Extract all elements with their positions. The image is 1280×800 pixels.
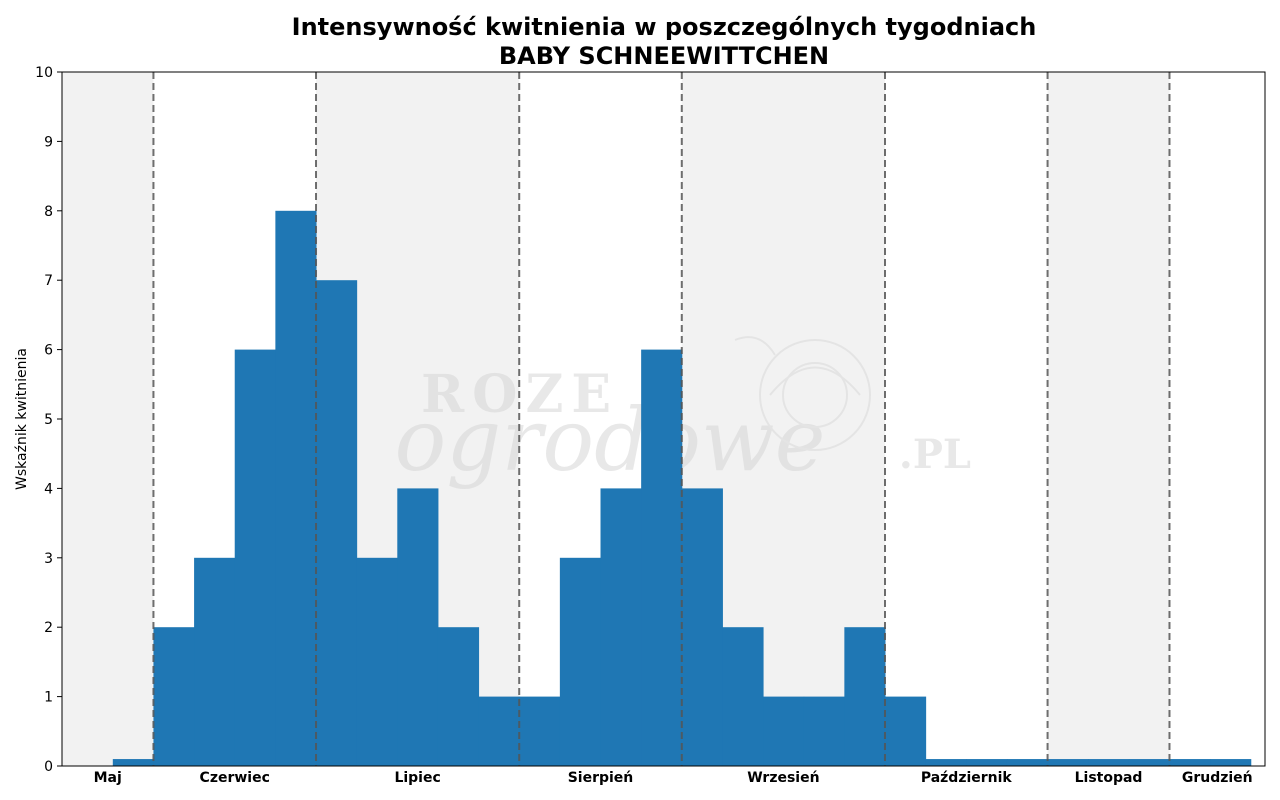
chart-title-line-1: Intensywność kwitnienia w poszczególnych… — [292, 13, 1037, 41]
month-dividers — [152, 72, 1171, 766]
month-label-0: Maj — [94, 770, 122, 786]
month-label-1: Czerwiec — [200, 770, 270, 786]
y-axis-label: Wskaźnik kwitnienia — [14, 348, 30, 490]
watermark-suffix: .PL — [899, 431, 971, 478]
month-shade-0 — [62, 72, 154, 766]
bar-week-15 — [681, 488, 723, 766]
bar-week-21 — [925, 759, 967, 766]
month-label-2: Lipiec — [394, 770, 440, 786]
month-label-4: Wrzesień — [747, 770, 819, 786]
y-tick-label-7: 7 — [44, 273, 53, 289]
rose-outline-icon — [734, 336, 871, 451]
month-label-7: Grudzień — [1182, 770, 1253, 786]
bar-week-13 — [600, 488, 642, 766]
bar-week-23 — [1006, 759, 1049, 766]
bar-week-27 — [1169, 759, 1211, 766]
bars — [112, 210, 1252, 767]
y-tick-label-1: 1 — [44, 690, 53, 706]
bar-week-26 — [1128, 759, 1170, 766]
watermark-logo: ROZE ogrodowe .PL — [394, 336, 971, 491]
bar-week-11 — [519, 696, 561, 766]
bar-week-18 — [803, 696, 845, 766]
month-label-6: Listopad — [1075, 770, 1143, 786]
watermark-line-1: ROZE — [421, 364, 619, 425]
bar-week-6 — [316, 280, 358, 766]
bar-week-17 — [763, 696, 805, 766]
y-tick-label-6: 6 — [44, 343, 53, 359]
month-shading — [62, 72, 1170, 766]
bar-week-24 — [1047, 759, 1089, 766]
bar-week-12 — [559, 557, 602, 766]
watermark-line-2: ogrodowe — [394, 391, 825, 491]
bar-week-20 — [884, 696, 927, 766]
bar-week-4 — [234, 349, 276, 766]
bar-week-7 — [356, 557, 398, 766]
month-label-5: Październik — [921, 770, 1013, 786]
bar-week-2 — [153, 627, 195, 766]
bar-week-25 — [1088, 759, 1130, 766]
y-axis: 0 1 2 3 4 5 6 7 8 9 10 — [35, 65, 62, 775]
x-axis-month-labels: Maj Czerwiec Lipiec Sierpień Wrzesień Paździe… — [94, 770, 1253, 786]
bar-week-14 — [641, 349, 683, 766]
y-tick-label-5: 5 — [44, 412, 53, 428]
bar-week-22 — [966, 759, 1008, 766]
bar-week-28 — [1210, 759, 1252, 766]
y-tick-label-9: 9 — [44, 134, 53, 150]
bar-week-10 — [478, 696, 520, 766]
y-tick-label-4: 4 — [44, 481, 53, 497]
bar-week-1 — [112, 759, 154, 766]
y-tick-label-8: 8 — [44, 204, 53, 220]
bar-week-16 — [722, 627, 764, 766]
y-tick-label-3: 3 — [44, 551, 53, 567]
month-label-3: Sierpień — [568, 770, 634, 786]
y-tick-label-10: 10 — [35, 65, 53, 81]
y-tick-label-0: 0 — [44, 759, 53, 775]
bar-week-8 — [397, 488, 439, 766]
y-tick-label-2: 2 — [44, 620, 53, 636]
bar-week-9 — [437, 627, 480, 766]
bar-week-5 — [275, 210, 317, 767]
month-shade-6 — [1047, 72, 1170, 766]
bar-week-19 — [844, 627, 886, 766]
chart-title-line-2: BABY SCHNEEWITTCHEN — [499, 42, 829, 70]
bar-week-3 — [194, 557, 236, 766]
